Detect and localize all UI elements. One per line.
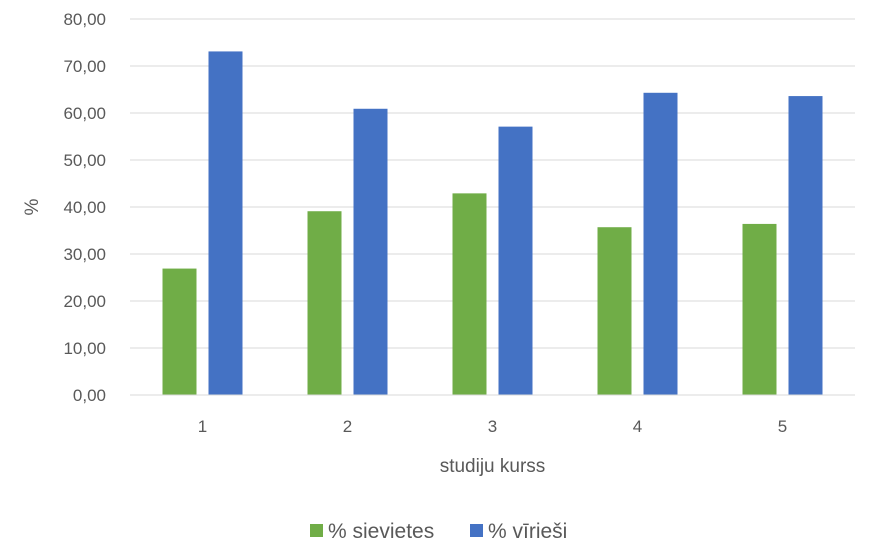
y-tick-label: 0,00 <box>73 386 106 405</box>
y-tick-label: 50,00 <box>63 151 106 170</box>
bar-sievietes-2 <box>307 211 342 395</box>
bars <box>162 51 823 396</box>
y-tick-label: 70,00 <box>63 57 106 76</box>
bar-virieshi-1 <box>208 51 243 396</box>
bar-virieshi-3 <box>498 126 533 395</box>
bar-sievietes-4 <box>597 227 632 395</box>
bar-virieshi-5 <box>788 96 823 395</box>
x-tick-label: 5 <box>778 417 787 436</box>
legend-label: % vīrieši <box>488 520 567 543</box>
legend: % sievietes % vīrieši <box>310 520 567 543</box>
y-tick-label: 30,00 <box>63 245 106 264</box>
y-tick-label: 20,00 <box>63 292 106 311</box>
gridlines <box>130 18 855 349</box>
x-axis-ticks: 1 2 3 4 5 <box>198 417 787 436</box>
y-axis-ticks: 0,00 10,00 20,00 30,00 40,00 50,00 60,00 70,00 8… <box>63 10 106 405</box>
x-axis-label: studiju kurss <box>440 456 546 477</box>
y-tick-label: 60,00 <box>63 104 106 123</box>
legend-swatch <box>470 524 483 537</box>
y-axis-label: % <box>22 198 43 215</box>
bar-sievietes-1 <box>162 268 197 395</box>
bar-sievietes-5 <box>742 223 777 395</box>
x-tick-label: 3 <box>488 417 497 436</box>
bar-virieshi-4 <box>643 92 678 395</box>
y-tick-label: 40,00 <box>63 198 106 217</box>
x-tick-label: 1 <box>198 417 207 436</box>
legend-label: % sievietes <box>328 520 434 543</box>
legend-swatch <box>310 524 323 537</box>
bar-sievietes-3 <box>452 193 487 395</box>
x-tick-label: 2 <box>343 417 352 436</box>
y-tick-label: 10,00 <box>63 339 106 358</box>
bar-virieshi-2 <box>353 108 388 396</box>
x-tick-label: 4 <box>633 417 642 436</box>
y-tick-label: 80,00 <box>63 10 106 29</box>
